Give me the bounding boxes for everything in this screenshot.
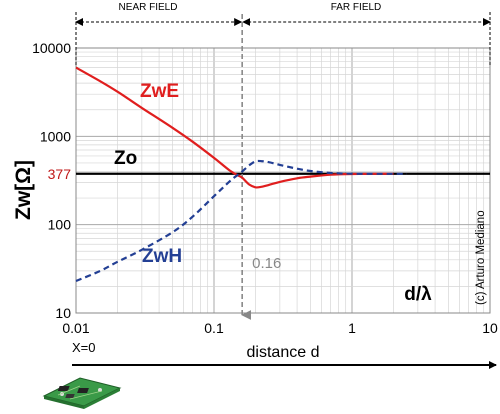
far-field-label: FAR FIELD [331,2,382,13]
zo-value-tick: 377 [48,166,72,182]
series-label-zwh: ZwH [142,246,182,267]
boundary-label: 0.16 [252,255,281,272]
x-tick-label: 10 [482,320,498,336]
x-axis-label: distance d [247,344,320,361]
near-field-label: NEAR FIELD [119,2,178,13]
x-origin-label: X=0 [72,340,96,355]
x-tick-label: 0.1 [204,320,224,336]
series-layer [75,66,407,283]
series-line-zwh [75,159,407,283]
plot-frame [75,47,491,314]
credit-text: (c) Arturo Mediano [475,210,487,305]
zo-label: Zo [114,148,137,169]
x-tick-label: 1 [348,320,356,336]
series-label-zwe: ZwE [140,81,179,102]
y-tick-label: 100 [48,217,72,233]
y-tick-label: 10 [55,305,71,321]
pcb-board-icon [42,377,122,409]
plot-grid [75,48,490,314]
y-axis-label: Zw[Ω] [12,160,35,220]
y-tick-label: 10000 [32,40,71,56]
axis-note: d/λ [404,284,432,305]
region-edge-markers [75,12,491,66]
y-tick-label: 1000 [40,128,71,144]
series-line-zwe [75,66,394,189]
x-tick-label: 0.01 [62,320,89,336]
tick-labels: 0.01 0.1 1 10 10 100 1000 10000 [32,40,498,336]
